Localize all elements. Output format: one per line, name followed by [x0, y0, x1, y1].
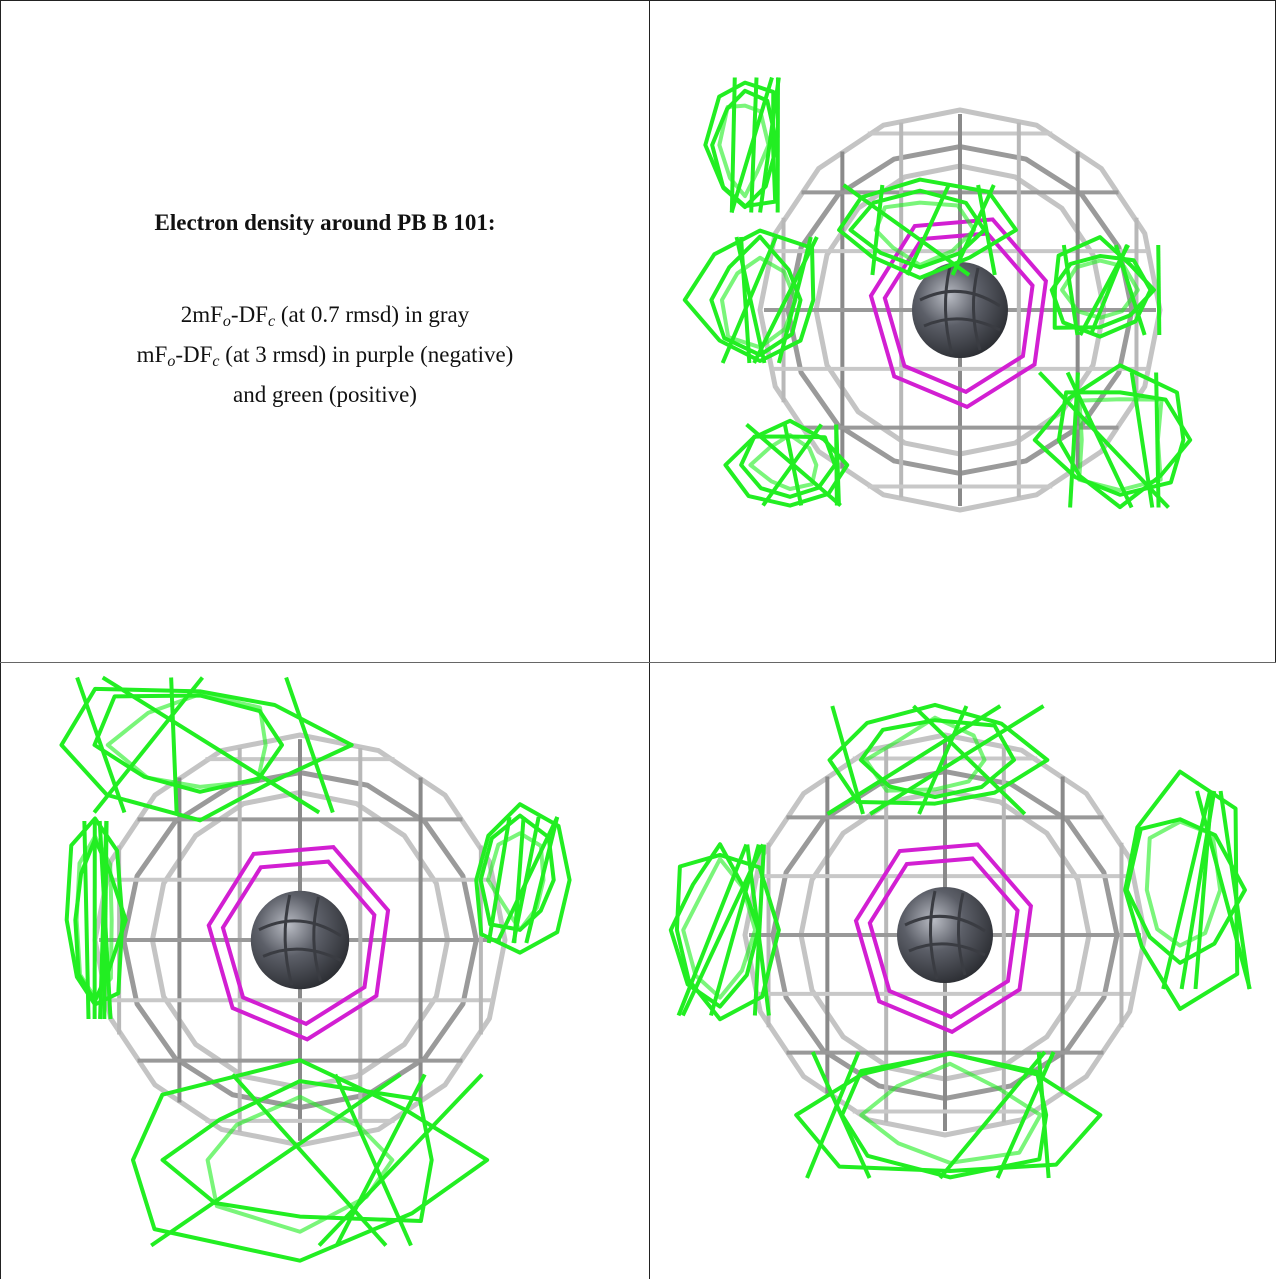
green-mesh [231, 1073, 388, 1247]
caption: Electron density around PB B 101: 2mFo-D… [20, 210, 630, 411]
green-mesh [160, 1079, 434, 1224]
caption-lines: 2mFo-DFc (at 0.7 rmsd) in gray mFo-DFc (a… [20, 298, 630, 411]
green-mesh [710, 88, 780, 210]
green-mesh [776, 236, 813, 364]
green-mesh [905, 184, 951, 276]
subscript: o [167, 353, 176, 370]
caption-title: Electron density around PB B 101: [154, 210, 496, 235]
purple-mesh [220, 859, 377, 1027]
green-mesh [674, 852, 781, 1022]
green-mesh [486, 816, 512, 944]
green-mesh [995, 1051, 1056, 1179]
green-mesh [102, 820, 109, 1020]
green-mesh [101, 675, 321, 815]
caption-line: and green (positive) [20, 378, 630, 411]
sphere-mesh [904, 890, 986, 980]
caption-text: (at 0.7 rmsd) in gray [275, 302, 470, 327]
caption-text: -DF [230, 302, 268, 327]
caption-text: (at 3 rmsd) in purple (negative) [219, 342, 514, 367]
green-mesh [1161, 790, 1213, 990]
green-mesh [92, 676, 205, 814]
purple-mesh [882, 231, 1035, 395]
density-panel [668, 702, 1252, 1180]
atom-sphere [912, 262, 1008, 358]
green-mesh [1193, 790, 1214, 990]
caption-text: mF [136, 342, 168, 367]
green-mesh [719, 255, 798, 350]
green-mesh [912, 704, 1027, 816]
green-mesh [748, 432, 819, 491]
purple-mesh [853, 842, 1034, 1035]
green-mesh [729, 77, 737, 213]
purple-mesh [867, 856, 1020, 1020]
green-mesh [870, 184, 885, 276]
green-mesh [830, 705, 865, 815]
caption-text: -DF [175, 342, 213, 367]
green-mesh [834, 424, 841, 506]
green-mesh [1113, 244, 1147, 336]
green-mesh [317, 1073, 484, 1247]
green-mesh [676, 843, 749, 1017]
green-mesh [950, 184, 996, 276]
green-mesh [334, 1073, 427, 1247]
green-mesh [1218, 790, 1252, 990]
green-mesh [869, 704, 1045, 816]
green-mesh [511, 816, 541, 944]
green-mesh [1154, 372, 1161, 508]
density-panel [682, 76, 1193, 513]
density-panel [59, 675, 572, 1263]
subscript: c [267, 313, 276, 330]
purple-mesh [206, 845, 391, 1042]
green-mesh [82, 820, 91, 1020]
green-mesh [720, 236, 778, 364]
green-mesh [474, 802, 572, 955]
caption-line: mFo-DFc (at 3 rmsd) in purple (negative) [20, 338, 630, 378]
atom-sphere [897, 887, 993, 983]
green-mesh [1065, 371, 1134, 509]
caption-text: and green (positive) [233, 382, 417, 407]
green-mesh [703, 80, 778, 209]
green-mesh [761, 423, 823, 507]
green-mesh [150, 1072, 402, 1248]
green-mesh [75, 676, 127, 814]
green-mesh [1036, 1051, 1051, 1179]
green-mesh [1156, 244, 1162, 336]
purple-mesh [868, 217, 1049, 410]
green-mesh [976, 184, 997, 276]
green-mesh [681, 843, 765, 1017]
green-mesh [805, 1051, 861, 1179]
green-mesh [758, 77, 781, 213]
green-mesh [59, 686, 354, 823]
atom-sphere [250, 890, 350, 990]
green-mesh [938, 1050, 1047, 1180]
green-mesh [1195, 790, 1252, 990]
green-mesh [682, 228, 816, 363]
green-mesh [842, 183, 971, 277]
caption-text: 2mF [180, 302, 223, 327]
caption-line: 2mFo-DFc (at 0.7 rmsd) in gray [20, 298, 630, 338]
green-mesh [681, 856, 758, 1000]
green-mesh [105, 692, 268, 789]
green-mesh [709, 234, 803, 357]
green-mesh [1037, 371, 1170, 509]
green-mesh [333, 1073, 413, 1247]
green-mesh [1061, 244, 1080, 336]
green-mesh [917, 705, 969, 815]
sphere-mesh [258, 894, 342, 986]
green-mesh [729, 76, 774, 214]
green-mesh [284, 676, 335, 814]
subscript: c [212, 353, 220, 370]
green-mesh [169, 677, 179, 813]
green-mesh [524, 816, 560, 944]
sphere-mesh [919, 265, 1001, 355]
green-mesh [859, 1061, 1043, 1165]
subscript: o [222, 313, 231, 330]
gray-mesh [757, 107, 1163, 513]
green-mesh [810, 1051, 872, 1179]
